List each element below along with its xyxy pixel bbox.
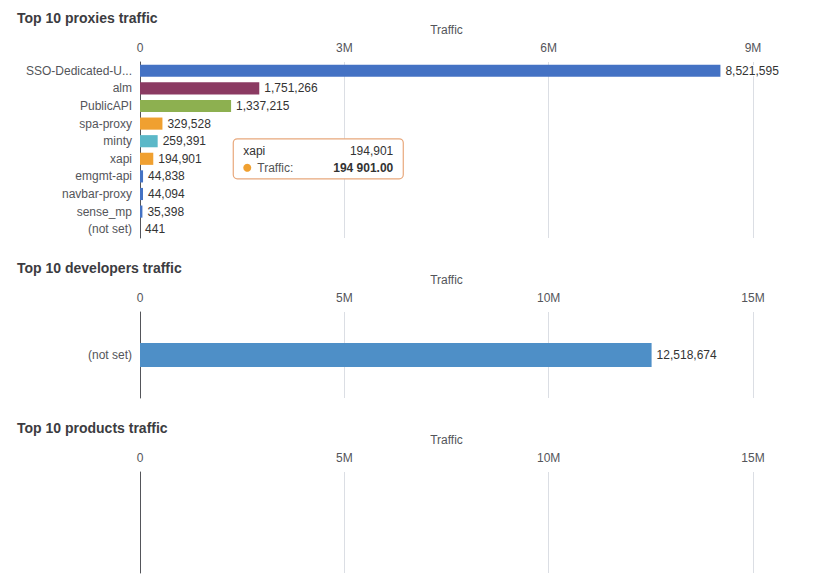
svg-text:Top 10 products traffic: Top 10 products traffic: [17, 420, 168, 436]
svg-text:0: 0: [137, 41, 144, 55]
svg-text:0: 0: [137, 291, 144, 305]
svg-text:emgmt-api: emgmt-api: [75, 169, 132, 183]
svg-text:35,398: 35,398: [147, 205, 184, 219]
svg-text:(not set): (not set): [88, 348, 132, 362]
svg-text:44,094: 44,094: [148, 187, 185, 201]
svg-text:(not set): (not set): [88, 222, 132, 236]
svg-text:Traffic: Traffic: [430, 433, 463, 447]
svg-text:15M: 15M: [741, 291, 764, 305]
svg-text:5M: 5M: [336, 291, 353, 305]
svg-text:441: 441: [145, 222, 165, 236]
svg-text:alm: alm: [113, 81, 132, 95]
svg-text:Traffic: Traffic: [430, 23, 463, 37]
svg-text:10M: 10M: [537, 451, 560, 465]
svg-text:329,528: 329,528: [167, 117, 211, 131]
svg-text:spa-proxy: spa-proxy: [79, 117, 132, 131]
svg-text:Top 10 developers traffic: Top 10 developers traffic: [17, 260, 182, 276]
svg-text:12,518,674: 12,518,674: [657, 348, 717, 362]
svg-text:1,751,266: 1,751,266: [264, 81, 318, 95]
svg-text:minty: minty: [103, 134, 132, 148]
svg-text:3M: 3M: [336, 41, 353, 55]
svg-text:Top 10 proxies traffic: Top 10 proxies traffic: [17, 10, 158, 26]
svg-text:xapi: xapi: [243, 144, 265, 158]
svg-text:Traffic: Traffic: [430, 273, 463, 287]
svg-text:10M: 10M: [537, 291, 560, 305]
svg-text:sense_mp: sense_mp: [77, 205, 133, 219]
svg-text:44,838: 44,838: [148, 169, 185, 183]
svg-text:15M: 15M: [741, 451, 764, 465]
svg-text:PublicAPI: PublicAPI: [80, 99, 132, 113]
svg-text:8,521,595: 8,521,595: [725, 64, 779, 78]
svg-text:navbar-proxy: navbar-proxy: [62, 187, 132, 201]
svg-text:5M: 5M: [336, 451, 353, 465]
svg-text:259,391: 259,391: [163, 134, 207, 148]
svg-text:9M: 9M: [745, 41, 762, 55]
svg-text:xapi: xapi: [110, 152, 132, 166]
svg-text:194,901: 194,901: [158, 152, 202, 166]
svg-text:0: 0: [137, 451, 144, 465]
svg-text:1,337,215: 1,337,215: [236, 99, 290, 113]
svg-text:6M: 6M: [540, 41, 557, 55]
svg-text:194,901: 194,901: [350, 144, 394, 158]
svg-text:SSO-Dedicated-U...: SSO-Dedicated-U...: [26, 64, 132, 78]
svg-text:Traffic:: Traffic:: [257, 161, 293, 175]
svg-text:194 901.00: 194 901.00: [333, 161, 393, 175]
